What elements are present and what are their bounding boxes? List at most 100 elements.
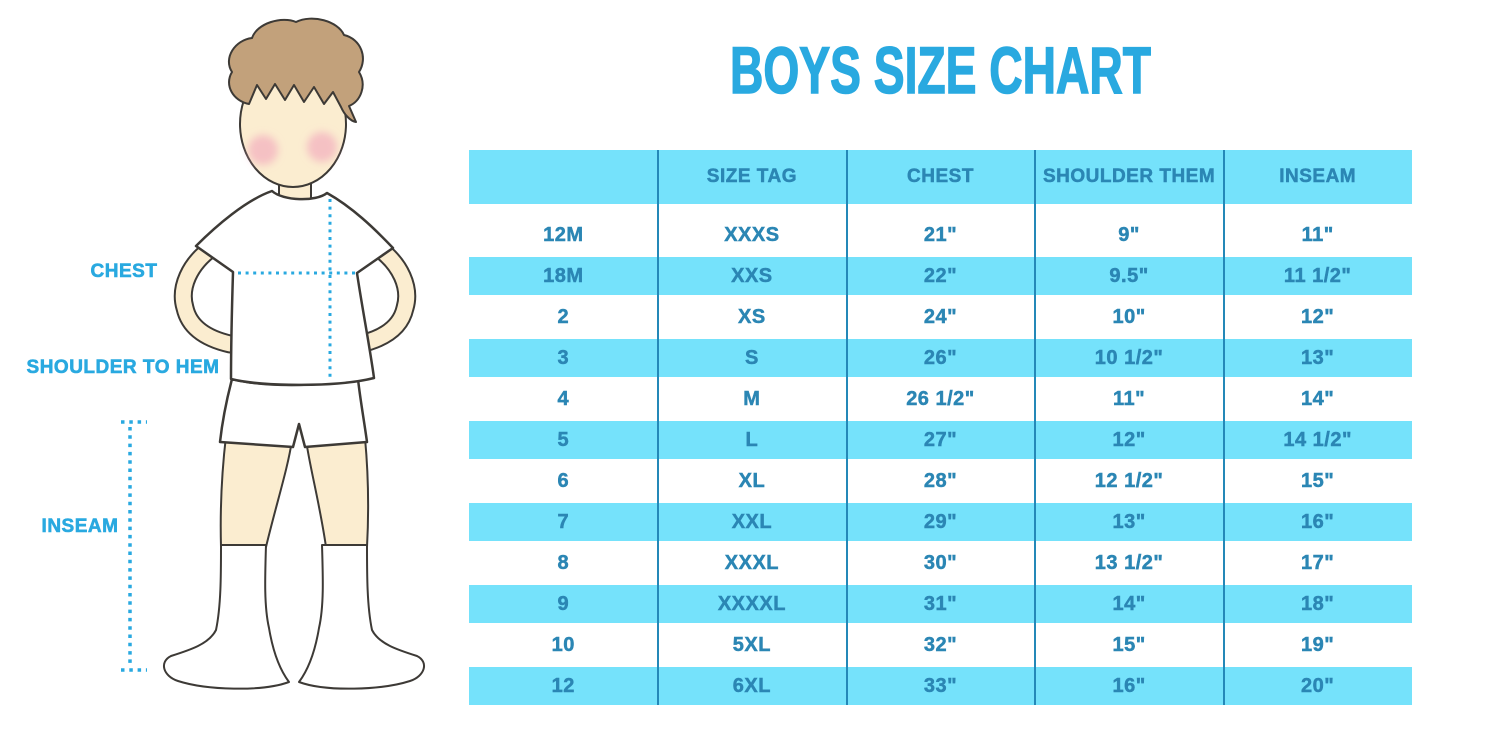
right-leg [305, 437, 370, 548]
table-cell: 6XL [732, 675, 771, 698]
table-cell: XXXL [724, 552, 780, 575]
table-cell: 30" [923, 552, 958, 575]
table-cell: 32" [923, 634, 958, 657]
inseam-label: INSEAM [42, 516, 119, 537]
table-cell: 28" [923, 470, 958, 493]
table-cell: 9 [557, 593, 570, 616]
column-divider-1 [657, 150, 659, 705]
left-arm [173, 237, 240, 354]
table-cell: 17" [1301, 552, 1335, 575]
table-cell: M [743, 388, 761, 411]
size-table-body: 12M XXXS 21" 9" 11" 18M XXS 22" 9.5" 11 1/2" 2 XS 24… [469, 216, 1412, 708]
table-row: 8 XXXL 30" 13 1/2" 17" [469, 544, 1412, 582]
inseam-measure-line [121, 420, 147, 672]
table-cell: 11" [1113, 388, 1146, 411]
table-cell: 10" [1112, 306, 1146, 329]
table-cell: 7 [557, 511, 570, 534]
table-cell: XXXXL [717, 593, 786, 616]
shorts [218, 377, 369, 449]
table-cell: 14" [1112, 593, 1146, 616]
table-cell: 20" [1301, 675, 1335, 698]
table-cell: 9" [1118, 224, 1140, 247]
size-chart-table: SIZE TAG CHEST SHOULDER THEM INSEAM 12M X… [469, 150, 1412, 705]
table-cell: 10 [551, 634, 575, 657]
column-divider-2 [846, 150, 848, 705]
cheeks [248, 132, 337, 165]
table-cell: 26 1/2" [906, 388, 975, 411]
table-cell: 24" [923, 306, 958, 329]
table-cell: 12 [551, 675, 575, 698]
shoulder-to-hem-label: SHOULDER TO HEM [27, 357, 220, 378]
boy-measurement-illustration: CHEST SHOULDER TO HEM INSEAM [26, 17, 426, 690]
table-header-cell-size-tag: SIZE TAG [706, 166, 797, 188]
table-cell: XXS [731, 265, 773, 288]
table-cell: XS [738, 306, 766, 329]
table-cell: 3 [557, 347, 570, 370]
table-cell: 31" [923, 593, 958, 616]
right-arm [350, 237, 417, 354]
table-cell: 6 [557, 470, 570, 493]
table-cell: 11" [1301, 224, 1334, 247]
table-cell: S [744, 347, 759, 370]
column-divider-3 [1034, 150, 1036, 705]
chest-label: CHEST [91, 261, 158, 282]
table-cell: 18M [543, 265, 584, 288]
table-row: 9 XXXXL 31" 14" 18" [469, 585, 1412, 623]
table-row: 6 XL 28" 12 1/2" 15" [469, 462, 1412, 500]
table-header-cell-chest: CHEST [907, 166, 974, 188]
table-cell: 19" [1301, 634, 1335, 657]
table-cell: 15" [1301, 470, 1335, 493]
table-header-cell-size [469, 150, 658, 204]
table-cell: 29" [923, 511, 958, 534]
right-sock [298, 544, 426, 690]
table-row: 10 5XL 32" 15" 19" [469, 626, 1412, 664]
table-cell: L [745, 429, 759, 452]
table-cell: 14 1/2" [1283, 429, 1352, 452]
table-cell: 13" [1112, 511, 1146, 534]
table-row: 5 L 27" 12" 14 1/2" [469, 421, 1412, 459]
table-cell: 33" [923, 675, 958, 698]
table-row: 18M XXS 22" 9.5" 11 1/2" [469, 257, 1412, 295]
table-cell: 12 1/2" [1094, 470, 1164, 493]
table-cell: 27" [923, 429, 958, 452]
table-cell: 5 [557, 429, 570, 452]
table-cell: XXXS [724, 224, 780, 247]
table-cell: 15" [1112, 634, 1146, 657]
table-header-cell-inseam: INSEAM [1279, 166, 1357, 188]
table-cell: 9.5" [1109, 265, 1149, 288]
table-row: 12 6XL 33" 16" 20" [469, 667, 1412, 705]
table-cell: XL [738, 470, 766, 493]
table-cell: 21" [923, 224, 958, 247]
t-shirt [194, 189, 395, 387]
table-cell: 16" [1301, 511, 1335, 534]
table-row: 4 M 26 1/2" 11" 14" [469, 380, 1412, 418]
table-cell: 8 [557, 552, 570, 575]
left-leg [219, 435, 293, 548]
left-sock [162, 544, 290, 690]
table-cell: 26" [923, 347, 958, 370]
table-cell: 12" [1112, 429, 1146, 452]
column-divider-4 [1223, 150, 1225, 705]
table-cell: 11 1/2" [1283, 265, 1352, 288]
table-cell: XXL [731, 511, 773, 534]
table-cell: 13 1/2" [1094, 552, 1164, 575]
table-cell: 2 [557, 306, 570, 329]
table-header-row: SIZE TAG CHEST SHOULDER THEM INSEAM [469, 150, 1412, 204]
table-row: 2 XS 24" 10" 12" [469, 298, 1412, 336]
table-cell: 10 1/2" [1094, 347, 1164, 370]
table-cell: 18" [1301, 593, 1335, 616]
page-title: BOYS SIZE CHART [729, 33, 1151, 107]
table-cell: 4 [557, 388, 570, 411]
table-cell: 22" [923, 265, 958, 288]
table-row: 7 XXL 29" 13" 16" [469, 503, 1412, 541]
table-cell: 13" [1301, 347, 1335, 370]
table-row: 12M XXXS 21" 9" 11" [469, 216, 1412, 254]
table-cell: 14" [1301, 388, 1335, 411]
table-row: 3 S 26" 10 1/2" 13" [469, 339, 1412, 377]
table-cell: 12M [543, 224, 584, 247]
table-cell: 5XL [732, 634, 771, 657]
table-cell: 12" [1301, 306, 1335, 329]
table-header-cell-shoulder-hem: SHOULDER THEM [1042, 166, 1216, 188]
table-cell: 16" [1112, 675, 1146, 698]
